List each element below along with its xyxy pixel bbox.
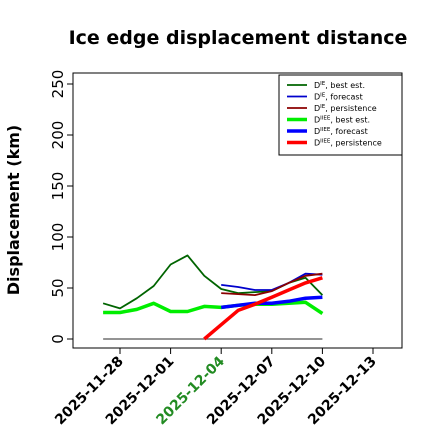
series-line-5 — [203, 276, 323, 341]
legend-label-2: DIE, persistence — [314, 104, 377, 113]
y-axis-label: Displacement (km) — [4, 125, 23, 295]
legend: DIE, best est. DIE, forecast DIE, persiste… — [278, 74, 403, 156]
series-line-3 — [103, 300, 324, 315]
chart-title: Ice edge displacement distance — [69, 27, 408, 49]
series-line-2 — [221, 272, 323, 297]
legend-label-4: DIIEE, forecast — [314, 127, 368, 136]
y-tick-label-4: 200 — [49, 121, 67, 150]
y-tick-label-0: 0 — [49, 334, 67, 344]
legend-label-5: DIIEE, persistence — [314, 139, 382, 148]
series-line-4 — [220, 295, 323, 310]
y-tick-label-3: 150 — [49, 172, 67, 201]
y-tick-label-5: 250 — [49, 70, 67, 99]
series-layer — [102, 254, 324, 341]
legend-label-3: DIIEE, best est. — [314, 116, 370, 125]
x-axis: 2025-11-282025-12-012025-12-042025-12-07… — [52, 348, 380, 428]
legend-label-0: DIE, best est. — [314, 81, 365, 90]
y-tick-label-1: 50 — [49, 278, 67, 297]
series-line-1 — [221, 272, 323, 291]
y-axis: 0 50 100 150 200 250 — [49, 70, 73, 344]
y-tick-label-2: 100 — [49, 223, 67, 252]
legend-label-1: DIE, forecast — [314, 93, 363, 102]
plot-frame — [72, 72, 403, 349]
